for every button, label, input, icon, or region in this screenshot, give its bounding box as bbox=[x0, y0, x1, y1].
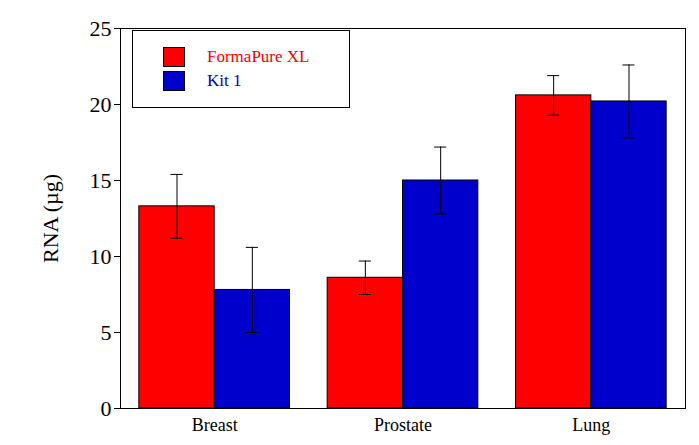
svg-text:0: 0 bbox=[101, 396, 112, 421]
html-text:FormaPure XL: FormaPure XL bbox=[207, 47, 310, 66]
svg-text:RNA (µg): RNA (µg) bbox=[38, 174, 63, 263]
svg-text:25: 25 bbox=[90, 16, 112, 41]
svg-text:20: 20 bbox=[90, 92, 112, 117]
svg-text:15: 15 bbox=[90, 168, 112, 193]
svg-text:Breast: Breast bbox=[192, 415, 238, 435]
svg-text:Lung: Lung bbox=[572, 415, 610, 435]
svg-text:10: 10 bbox=[90, 244, 112, 269]
html-text:Kit 1: Kit 1 bbox=[207, 71, 242, 90]
svg-text:5: 5 bbox=[101, 320, 112, 345]
svg-text:Prostate: Prostate bbox=[374, 415, 432, 435]
